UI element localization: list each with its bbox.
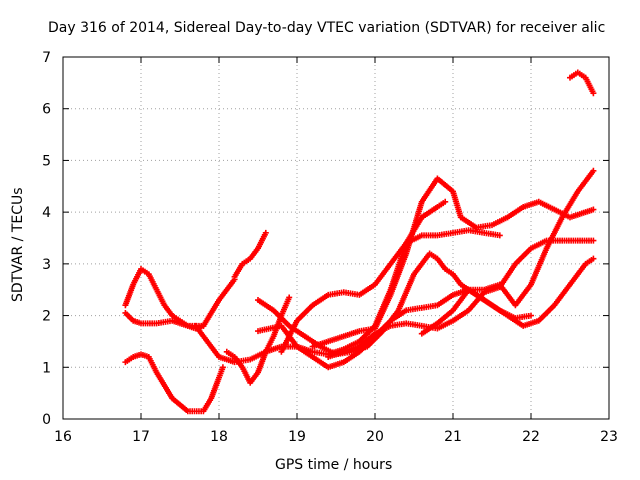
x-tick-label: 23: [600, 429, 618, 445]
axes: [62, 56, 610, 420]
series-track-7: [255, 250, 597, 358]
x-tick-label: 18: [210, 429, 228, 445]
data-point: [262, 229, 269, 236]
x-tick-label: 22: [522, 429, 540, 445]
y-tick-label: 5: [42, 153, 51, 169]
series-track-13: [567, 69, 597, 97]
data-points: [122, 69, 597, 415]
x-axis-label: GPS time / hours: [275, 457, 393, 473]
y-tick-label: 2: [42, 309, 51, 325]
series-track-9: [278, 227, 503, 355]
series-track-12: [418, 167, 597, 337]
series-track-10: [309, 175, 597, 350]
data-point: [496, 232, 503, 239]
y-tick-label: 7: [42, 50, 51, 66]
plot-frame: [62, 56, 610, 420]
series-track-6: [223, 294, 293, 386]
x-tick-label: 16: [54, 429, 72, 445]
data-point: [590, 206, 597, 213]
y-tick-label: 6: [42, 102, 51, 118]
y-tick-label: 1: [42, 360, 51, 376]
data-point: [590, 255, 597, 262]
y-tick-label: 0: [42, 412, 51, 428]
data-point: [590, 237, 597, 244]
series-track-11: [325, 237, 597, 360]
x-tick-label: 20: [366, 429, 384, 445]
series-track-1: [122, 351, 226, 415]
data-point: [590, 90, 597, 97]
data-point: [442, 198, 449, 205]
series-track-3: [122, 276, 238, 329]
x-tick-label: 17: [132, 429, 150, 445]
x-tick-label: 19: [288, 429, 306, 445]
chart-title: Day 316 of 2014, Sidereal Day-to-day VTE…: [48, 20, 606, 36]
y-tick-label: 3: [42, 257, 51, 273]
data-point: [528, 312, 534, 319]
data-point: [286, 294, 293, 301]
data-point: [590, 167, 597, 174]
x-tick-label: 21: [444, 429, 462, 445]
series-track-4: [231, 229, 269, 280]
y-tick-label: 4: [42, 205, 51, 221]
data-point: [219, 364, 226, 371]
grid-lines: [63, 57, 609, 419]
